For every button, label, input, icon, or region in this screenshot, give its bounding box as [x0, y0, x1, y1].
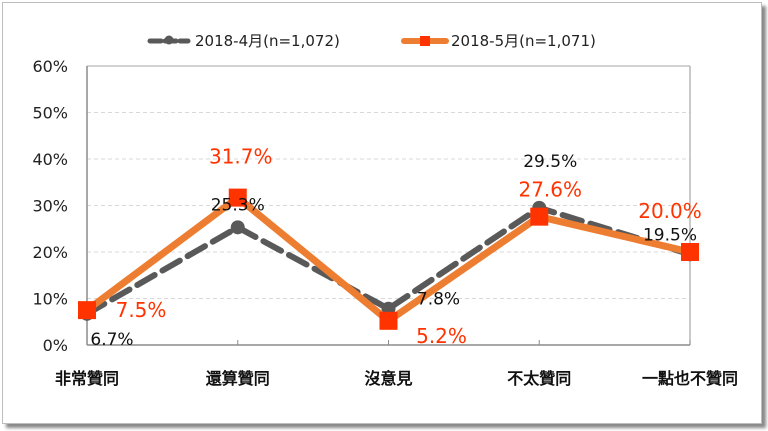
- x-category-label: 非常贊同: [55, 369, 119, 388]
- series-1-data-label: 19.5%: [643, 225, 697, 245]
- legend-item-series-2[interactable]: 2018-5月(n=1,071): [401, 32, 596, 50]
- x-category-label: 沒意見: [364, 369, 412, 388]
- series-1-data-label: 6.7%: [90, 330, 133, 350]
- y-tick-label: 60%: [32, 57, 68, 76]
- y-tick-label: 10%: [32, 290, 68, 309]
- y-tick-label: 0%: [43, 336, 68, 355]
- x-category-label: 一點也不贊同: [642, 369, 738, 388]
- legend-label-series-1: 2018-4月(n=1,072): [195, 32, 340, 50]
- series-2-point: [228, 188, 247, 207]
- x-axis-categories: 非常贊同 還算贊同 沒意見 不太贊同 一點也不贊同: [55, 369, 738, 388]
- series-2-point: [681, 243, 699, 261]
- data-labels: 6.7% 25.3% 7.8% 29.5% 19.5% 7.5% 31.7% 5.2% 27.6…: [90, 145, 701, 350]
- series-2-data-label: 20.0%: [638, 199, 702, 223]
- x-category-label: 不太贊同: [507, 369, 571, 388]
- series-2-point: [379, 311, 398, 330]
- legend-marker-series-2: [420, 36, 430, 46]
- legend-label-series-2: 2018-5月(n=1,071): [451, 32, 596, 50]
- y-tick-label: 20%: [32, 243, 68, 262]
- legend-marker-series-1: [164, 35, 174, 45]
- gridlines: [87, 65, 690, 299]
- series-1-data-label: 7.8%: [417, 290, 460, 310]
- y-tick-label: 30%: [32, 197, 68, 216]
- series-2-data-label: 5.2%: [416, 324, 467, 348]
- series-2-point: [530, 207, 549, 226]
- series-1-data-label: 29.5%: [523, 152, 577, 172]
- series-1-line: [84, 204, 693, 317]
- series-1-point: [230, 220, 245, 235]
- legend-item-series-1[interactable]: 2018-4月(n=1,072): [147, 32, 340, 50]
- chart-frame: [2, 2, 762, 424]
- series-2-data-label: 31.7%: [209, 145, 273, 169]
- y-tick-label: 50%: [32, 104, 68, 123]
- series-2-data-label: 27.6%: [518, 178, 582, 202]
- series-2-point: [78, 301, 96, 320]
- series-1-data-label: 25.3%: [211, 195, 265, 215]
- axes: [86, 66, 691, 346]
- series-2-data-label: 7.5%: [116, 298, 167, 322]
- y-axis-ticks: 0% 10% 20% 30% 40% 50% 60%: [32, 57, 68, 355]
- series-group: [78, 188, 699, 330]
- x-category-label: 還算贊同: [206, 369, 270, 388]
- y-tick-label: 40%: [32, 150, 68, 169]
- legend: 2018-4月(n=1,072) 2018-5月(n=1,071): [147, 32, 596, 50]
